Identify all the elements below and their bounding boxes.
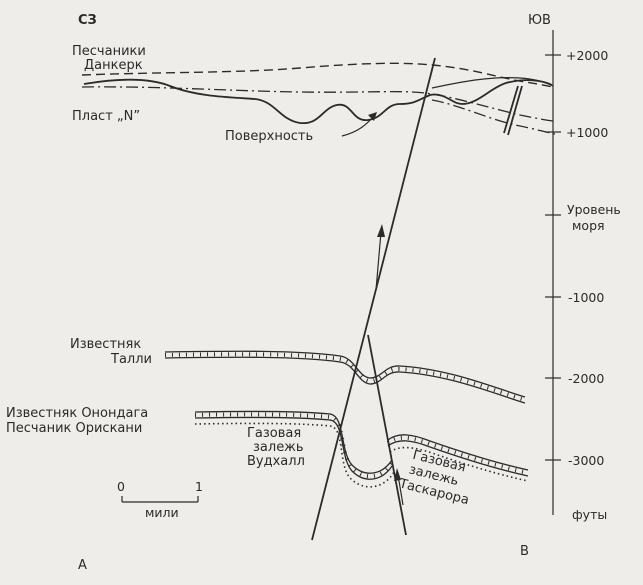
surface-callout-arrowhead <box>368 112 377 121</box>
surface-profile <box>83 78 553 124</box>
label-tally-limestone: Известняк Талли <box>70 337 152 367</box>
depth-label-minus1000: -1000 <box>568 290 604 305</box>
secondary-fault-line <box>367 334 407 536</box>
depth-unit-label: футы <box>572 507 607 522</box>
onondaga-bed <box>194 410 395 488</box>
label-woodhull-gas-field: Газовая залежь Вудхалл <box>247 426 308 469</box>
label-tally-line1: Известняк <box>70 337 141 352</box>
label-tally-line2: Талли <box>110 352 152 367</box>
label-bed-n: Пласт „N” <box>72 109 140 124</box>
minor-fault-line-2 <box>503 85 519 134</box>
tally-bed-bottom <box>164 356 526 404</box>
section-start-label: А <box>78 558 87 573</box>
depth-label-sea-level: Уровень моря <box>567 202 625 233</box>
minor-fault-line-1 <box>507 85 523 136</box>
depth-scale: +2000 +1000 Уровень моря -1000 -2000 -30… <box>545 30 625 522</box>
label-onondaga-limestone: Известняк Онондага <box>6 406 148 421</box>
tuscarora-bed-hatch <box>386 435 529 475</box>
tuscarora-bed <box>386 434 529 482</box>
label-dankerk-sandstone: Песчаники Данкерк <box>72 44 150 73</box>
label-oriskany-sandstone: Песчаник Орискани <box>6 421 142 436</box>
label-dankerk-line1: Песчаники <box>72 44 146 59</box>
compass-southeast: ЮВ <box>528 13 551 28</box>
tally-limestone-bed <box>164 350 526 404</box>
depth-label-plus2000: +2000 <box>566 48 608 63</box>
upper-right-bed-line <box>431 99 556 135</box>
tally-bed-hatch <box>164 352 526 402</box>
section-end-label: В <box>520 544 529 559</box>
label-woodhull-line1: Газовая <box>247 426 301 441</box>
depth-label-sea-level-line2: моря <box>572 218 605 233</box>
onondaga-bed-top <box>194 410 393 474</box>
depth-label-plus1000: +1000 <box>566 125 608 140</box>
label-woodhull-line3: Вудхалл <box>247 454 305 469</box>
tuscarora-bed-top <box>387 434 529 471</box>
upper-right-block-line <box>431 77 554 89</box>
fault-motion-arrow-up-head <box>377 224 385 237</box>
label-dankerk-line2: Данкерк <box>84 58 143 73</box>
compass-northwest: СЗ <box>78 13 97 28</box>
tuscarora-bed-bottom <box>387 440 529 477</box>
onondaga-bed-bottom <box>194 416 393 480</box>
depth-label-sea-level-line1: Уровень <box>567 202 621 217</box>
fault-motion-arrow-2-head <box>394 468 401 481</box>
fault-motion-arrow-up-shaft <box>375 231 382 291</box>
bed-n-line <box>81 86 554 122</box>
onondaga-bed-hatch <box>194 412 394 479</box>
depth-label-minus2000: -2000 <box>568 371 604 386</box>
tally-bed-top <box>164 350 526 398</box>
main-fault-line <box>311 57 436 541</box>
depth-label-minus3000: -3000 <box>568 453 604 468</box>
dankerk-sandstone-line <box>81 62 554 88</box>
label-woodhull-line2: залежь <box>253 440 304 455</box>
label-tuscarora-gas-field: Газовая залежь Таскарора <box>397 448 471 508</box>
scale-max-label: 1 <box>195 479 203 494</box>
scale-min-label: 0 <box>117 479 125 494</box>
label-surface: Поверхность <box>225 129 313 144</box>
distance-scale-bar: 0 1 мили <box>117 479 203 520</box>
scale-unit-label: мили <box>145 505 179 520</box>
